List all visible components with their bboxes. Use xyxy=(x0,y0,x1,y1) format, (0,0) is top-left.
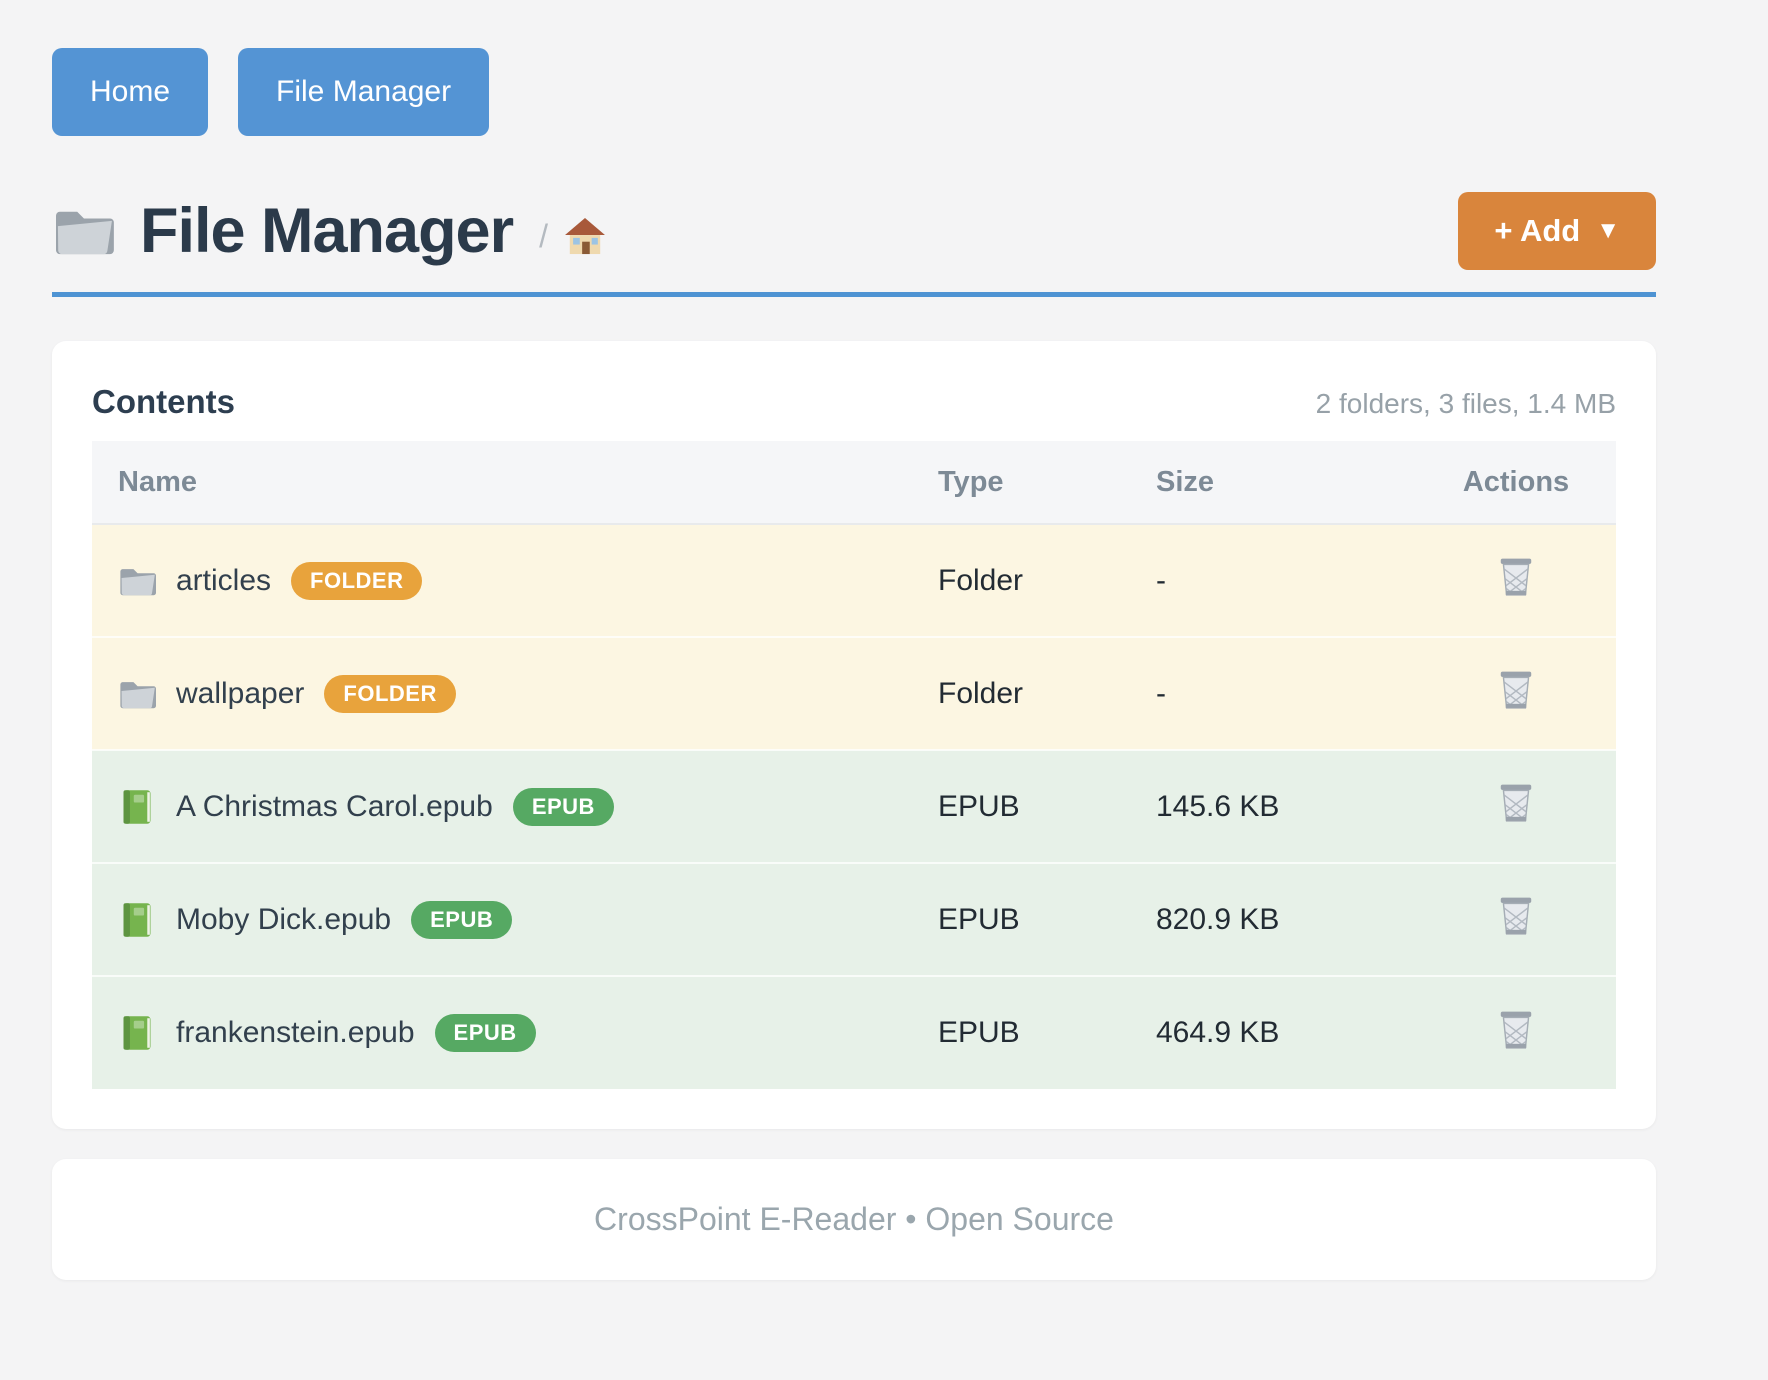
footer-text: CrossPoint E-Reader • Open Source xyxy=(594,1201,1114,1237)
delete-button[interactable] xyxy=(1498,668,1534,714)
trash-icon xyxy=(1498,668,1534,711)
file-name[interactable]: articles xyxy=(176,563,272,597)
file-type: Folder xyxy=(912,524,1130,637)
column-header-actions: Actions xyxy=(1416,441,1616,525)
epub-badge: EPUB xyxy=(411,900,513,939)
file-type: EPUB xyxy=(912,975,1130,1089)
column-header-name: Name xyxy=(92,441,912,525)
file-type: Folder xyxy=(912,636,1130,750)
table-row: wallpaper FOLDER Folder - xyxy=(92,636,1616,750)
page-header: File Manager / + Add ▼ xyxy=(52,192,1656,270)
contents-summary: 2 folders, 3 files, 1.4 MB xyxy=(1315,388,1616,419)
file-type: EPUB xyxy=(912,749,1130,863)
table-row: A Christmas Carol.epub EPUB EPUB 145.6 K… xyxy=(92,749,1616,863)
card-head: Contents 2 folders, 3 files, 1.4 MB xyxy=(92,383,1616,421)
epub-badge: EPUB xyxy=(434,1014,536,1052)
column-header-size: Size xyxy=(1130,441,1416,525)
file-name[interactable]: frankenstein.epub xyxy=(176,1016,415,1049)
breadcrumb-separator: / xyxy=(539,217,548,254)
file-name[interactable]: Moby Dick.epub xyxy=(176,902,392,936)
file-size: - xyxy=(1130,636,1416,750)
page: Home File Manager File Manager / + Add ▼… xyxy=(52,48,1656,1280)
file-size: 464.9 KB xyxy=(1130,975,1416,1089)
file-size: - xyxy=(1130,524,1416,637)
file-type: EPUB xyxy=(912,862,1130,976)
delete-button[interactable] xyxy=(1498,894,1534,940)
file-name[interactable]: A Christmas Carol.epub xyxy=(176,789,493,823)
folder-icon xyxy=(118,676,156,712)
footer-card: CrossPoint E-Reader • Open Source xyxy=(52,1159,1656,1280)
trash-icon xyxy=(1498,894,1534,937)
folder-icon xyxy=(118,563,156,599)
green-book-icon xyxy=(118,902,156,938)
table-row: articles FOLDER Folder - xyxy=(92,524,1616,637)
add-button[interactable]: + Add ▼ xyxy=(1458,192,1656,270)
trash-icon xyxy=(1498,555,1534,598)
contents-card: Contents 2 folders, 3 files, 1.4 MB Name… xyxy=(52,341,1656,1129)
file-name[interactable]: wallpaper xyxy=(176,676,305,710)
page-title: File Manager xyxy=(140,196,514,266)
file-size: 820.9 KB xyxy=(1130,862,1416,976)
top-nav: Home File Manager xyxy=(52,48,1656,136)
delete-button[interactable] xyxy=(1498,1008,1534,1054)
delete-button[interactable] xyxy=(1498,555,1534,601)
file-table: Name Type Size Actions articles FOLDER xyxy=(92,441,1616,1089)
trash-icon xyxy=(1498,781,1534,824)
house-icon[interactable] xyxy=(564,217,606,255)
folder-badge: FOLDER xyxy=(291,561,423,600)
title-group: File Manager / xyxy=(52,195,606,267)
add-button-label: + Add xyxy=(1494,213,1581,248)
table-row: Moby Dick.epub EPUB EPUB 820.9 KB xyxy=(92,862,1616,976)
file-manager-button[interactable]: File Manager xyxy=(238,48,490,136)
epub-badge: EPUB xyxy=(512,787,614,826)
trash-icon xyxy=(1498,1008,1534,1051)
table-row: frankenstein.epub EPUB EPUB 464.9 KB xyxy=(92,975,1616,1089)
chevron-down-icon: ▼ xyxy=(1596,217,1620,244)
home-button[interactable]: Home xyxy=(52,48,209,136)
title-divider xyxy=(52,292,1656,297)
green-book-icon xyxy=(118,1015,156,1051)
green-book-icon xyxy=(118,789,156,825)
folder-badge: FOLDER xyxy=(324,674,456,713)
file-size: 145.6 KB xyxy=(1130,749,1416,863)
delete-button[interactable] xyxy=(1498,781,1534,827)
table-header-row: Name Type Size Actions xyxy=(92,441,1616,525)
column-header-type: Type xyxy=(912,441,1130,525)
folder-icon xyxy=(52,204,114,258)
card-title: Contents xyxy=(92,383,235,420)
